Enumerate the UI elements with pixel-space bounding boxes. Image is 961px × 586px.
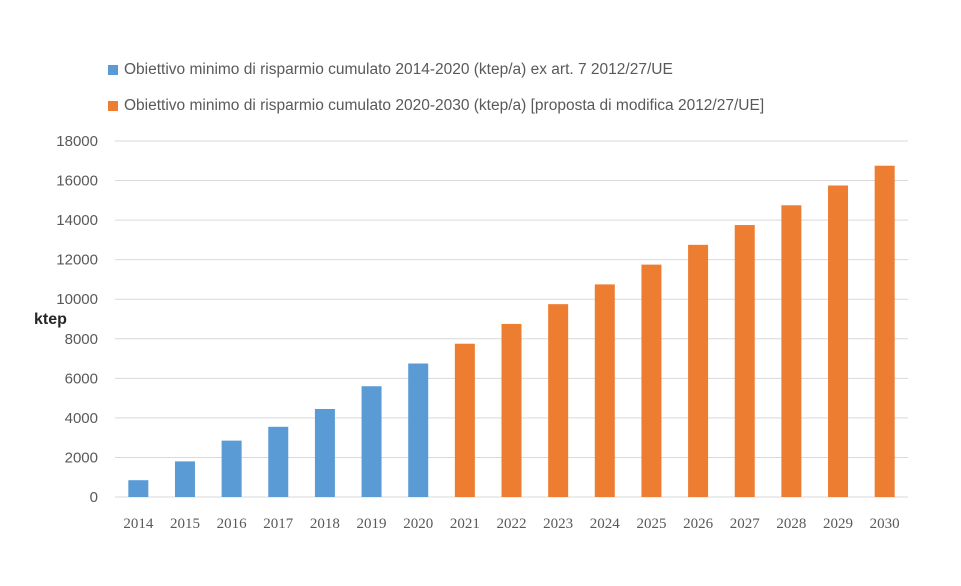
x-tick-label: 2019 xyxy=(357,516,387,532)
bar-2019 xyxy=(361,386,382,497)
y-tick-label: 16000 xyxy=(56,173,98,190)
y-tick-label: 4000 xyxy=(65,410,98,427)
x-tick-label: 2021 xyxy=(450,516,480,532)
bar-2027 xyxy=(734,225,755,498)
x-tick-label: 2014 xyxy=(123,516,154,532)
y-tick-label: 12000 xyxy=(56,252,98,269)
x-tick-label: 2027 xyxy=(730,516,761,532)
bar-2016 xyxy=(221,440,242,497)
bar-2024 xyxy=(594,284,615,497)
bar-2030 xyxy=(874,165,895,497)
y-tick-label: 18000 xyxy=(56,133,98,150)
x-tick-label: 2030 xyxy=(870,516,900,532)
bar-2026 xyxy=(688,244,709,497)
y-tick-label: 8000 xyxy=(65,331,98,348)
legend-item-series-2: Obiettivo minimo di risparmio cumulato 2… xyxy=(108,94,764,118)
x-tick-label: 2018 xyxy=(310,516,340,532)
legend-item-series-1: Obiettivo minimo di risparmio cumulato 2… xyxy=(108,58,764,82)
x-tick-label: 2029 xyxy=(823,516,853,532)
y-tick-label: 0 xyxy=(90,489,98,506)
bar-2014 xyxy=(128,480,149,497)
x-tick-label: 2024 xyxy=(590,516,621,532)
bar-2025 xyxy=(641,264,662,497)
bar-2029 xyxy=(828,185,849,497)
x-tick-label: 2026 xyxy=(683,516,714,532)
x-tick-label: 2017 xyxy=(263,516,294,532)
x-tick-label: 2015 xyxy=(170,516,200,532)
y-tick-label: 10000 xyxy=(56,291,98,308)
x-tick-label: 2025 xyxy=(636,516,666,532)
x-tick-label: 2016 xyxy=(217,516,248,532)
bar-2015 xyxy=(174,461,195,497)
x-tick-label: 2022 xyxy=(497,516,527,532)
y-tick-label: 14000 xyxy=(56,212,98,229)
bar-2018 xyxy=(314,408,335,497)
x-tick-label: 2028 xyxy=(776,516,806,532)
bar-2028 xyxy=(781,205,802,497)
y-tick-label: 6000 xyxy=(65,370,98,387)
legend-label-series-1: Obiettivo minimo di risparmio cumulato 2… xyxy=(124,61,673,78)
bar-2020 xyxy=(408,363,429,497)
y-axis-label: ktep xyxy=(34,311,67,328)
bar-2021 xyxy=(454,343,475,497)
legend-swatch-blue xyxy=(108,65,118,75)
bar-2017 xyxy=(268,426,289,497)
legend: Obiettivo minimo di risparmio cumulato 2… xyxy=(108,58,764,130)
legend-swatch-orange xyxy=(108,101,118,111)
y-tick-label: 2000 xyxy=(65,449,98,466)
x-tick-label: 2023 xyxy=(543,516,573,532)
x-tick-label: 2020 xyxy=(403,516,433,532)
bar-2022 xyxy=(501,323,522,497)
bar-2023 xyxy=(548,304,569,497)
legend-label-series-2: Obiettivo minimo di risparmio cumulato 2… xyxy=(124,97,765,114)
